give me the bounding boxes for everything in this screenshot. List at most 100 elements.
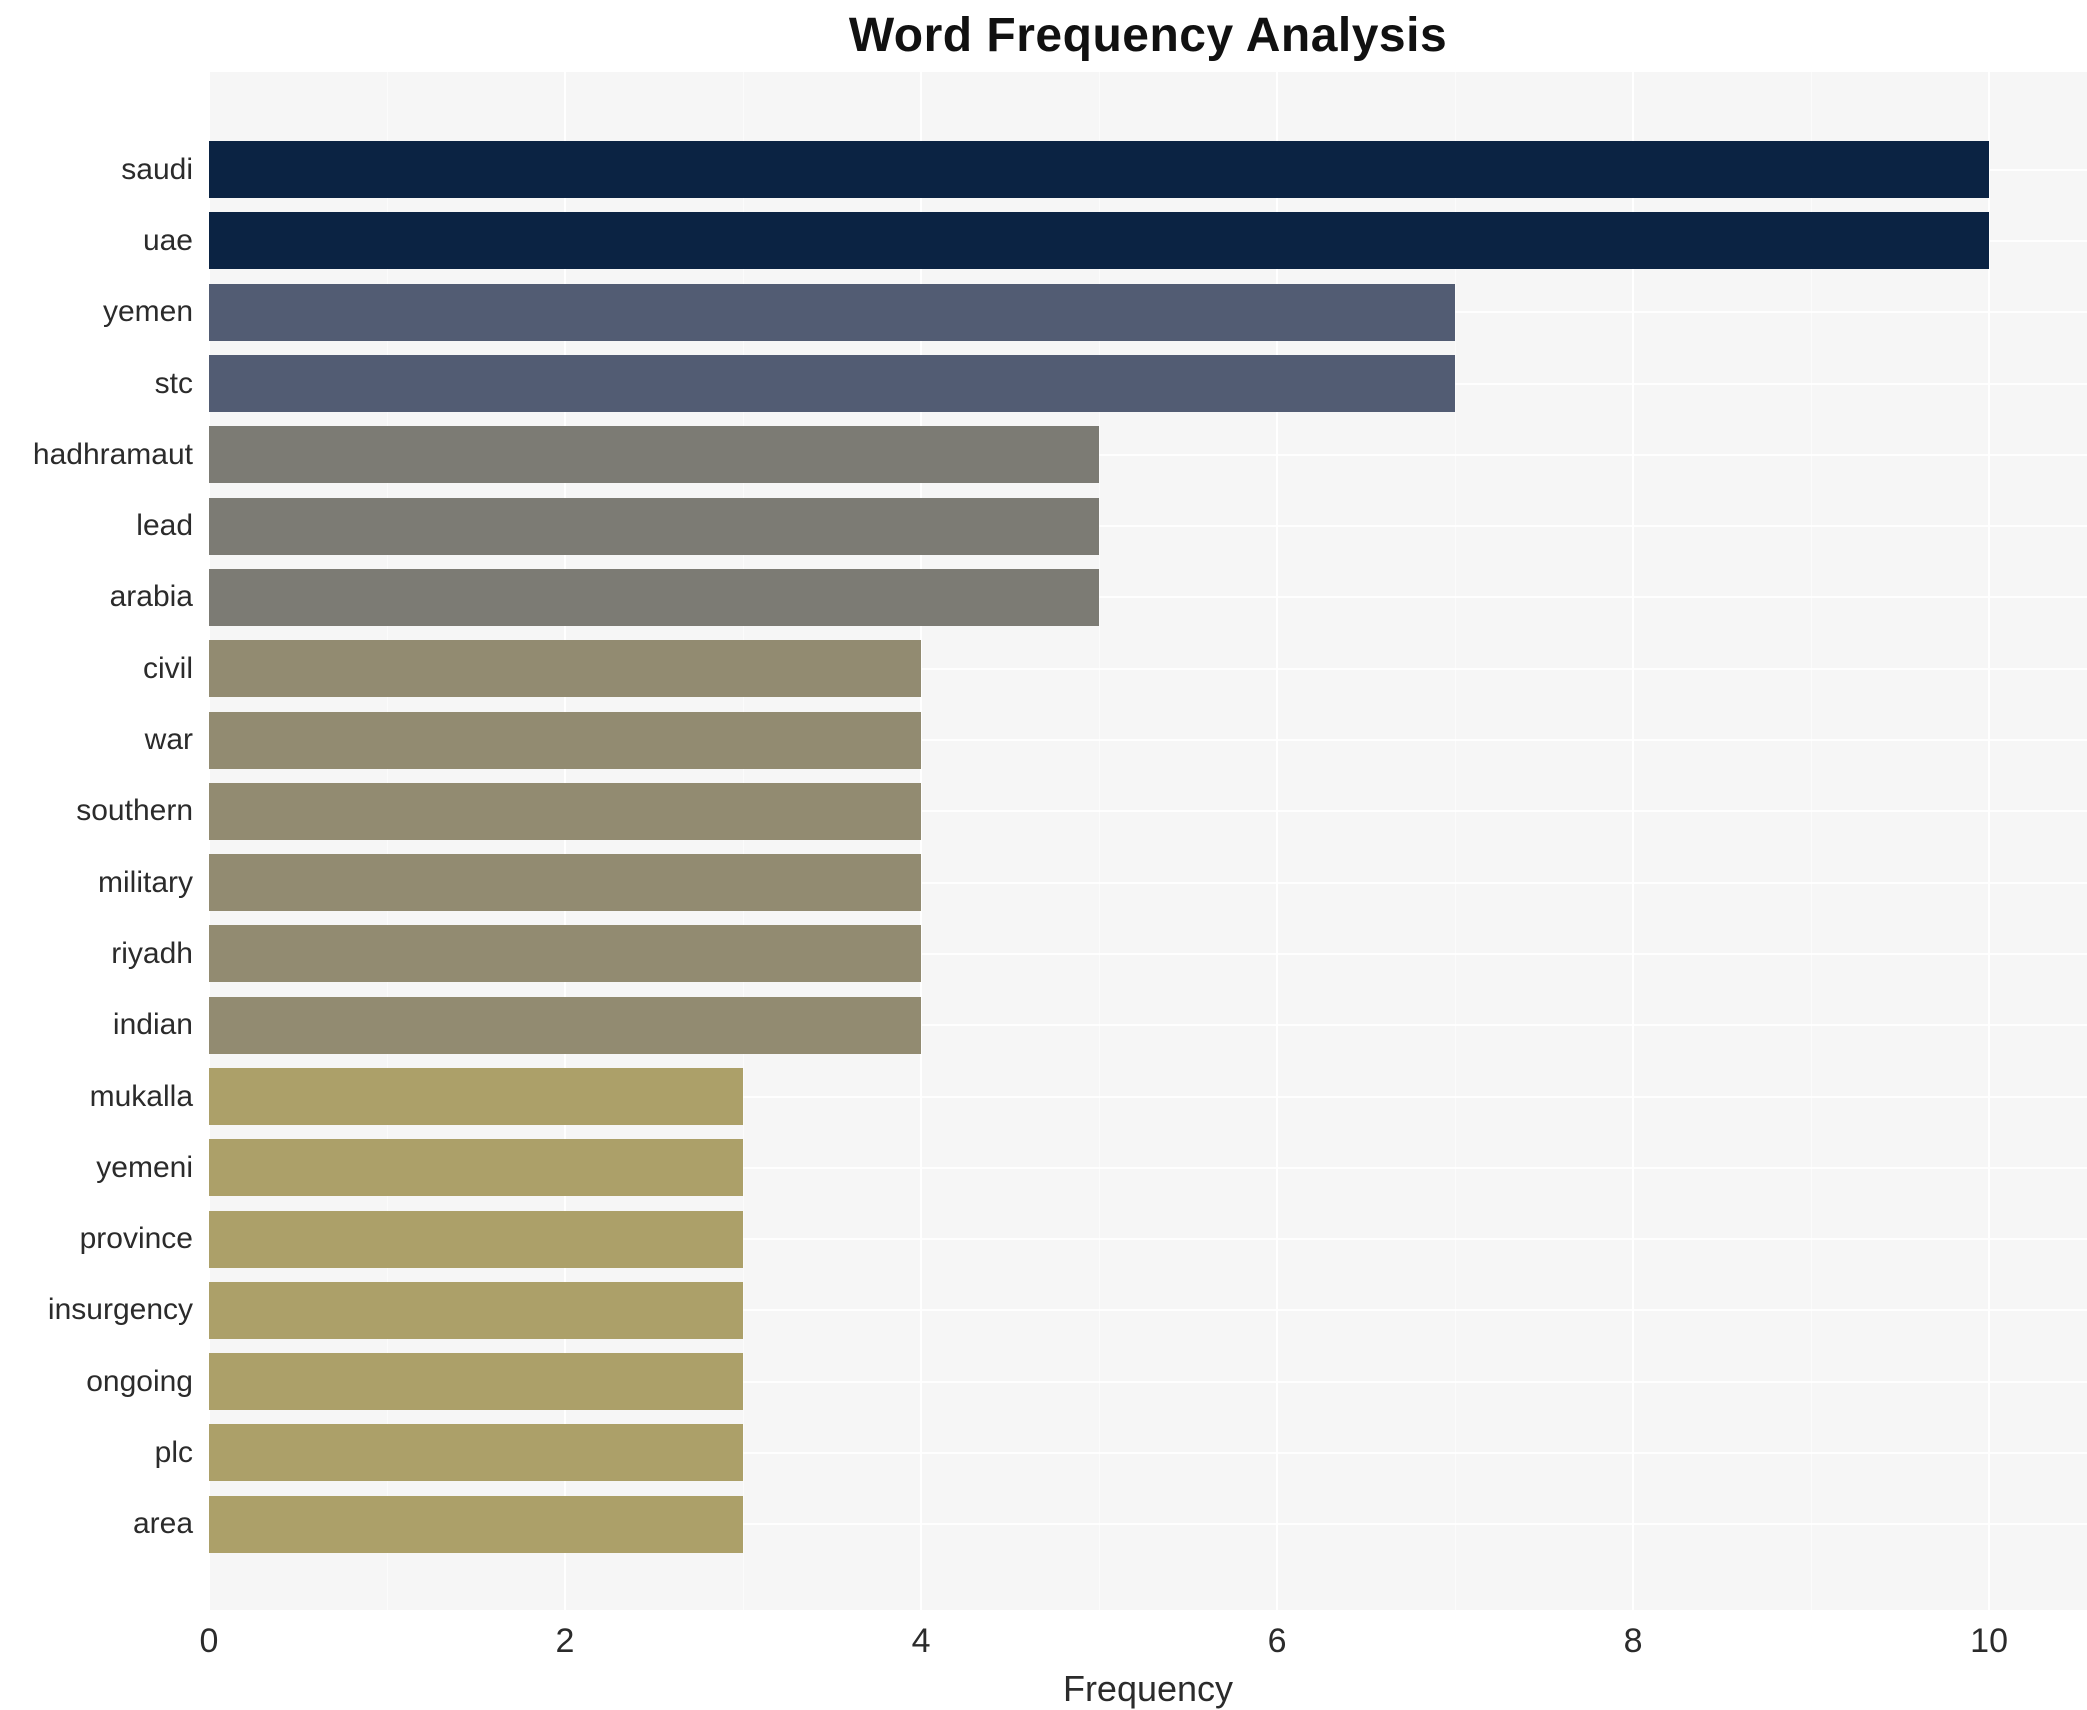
category-label-lead: lead — [136, 509, 193, 543]
bar-track — [209, 990, 2087, 1061]
bar-war — [209, 711, 922, 769]
category-label-ongoing: ongoing — [86, 1364, 193, 1398]
bar-province — [209, 1210, 744, 1268]
bar-row: lead — [0, 490, 2087, 561]
bar-riyadh — [209, 925, 922, 983]
minor-gridline-x-3 — [743, 72, 745, 1610]
bar-track — [209, 1489, 2087, 1560]
x-tick-label-8: 8 — [1623, 1622, 1643, 1660]
bar-civil — [209, 640, 922, 698]
category-gridline — [209, 952, 2087, 955]
bar-yemen — [209, 283, 1456, 341]
bar-mukalla — [209, 1068, 744, 1125]
bar-row: civil — [0, 633, 2087, 704]
bar-row: saudi — [0, 134, 2087, 205]
major-gridline-x-8 — [1632, 72, 1635, 1610]
bar-track — [209, 633, 2087, 704]
minor-gridline-x-5 — [1099, 72, 1101, 1610]
bar-saudi — [209, 141, 1990, 199]
major-gridline-x-6 — [1276, 72, 1279, 1610]
bar-row: plc — [0, 1417, 2087, 1488]
minor-gridline-x-9 — [1811, 72, 1813, 1610]
bar-row: insurgency — [0, 1275, 2087, 1346]
major-gridline-x-4 — [920, 72, 923, 1610]
category-label-indian: indian — [112, 1008, 193, 1042]
bar-military — [209, 854, 922, 912]
bar-row: arabia — [0, 562, 2087, 633]
bar-track — [209, 1275, 2087, 1346]
major-gridline-x-2 — [564, 72, 567, 1610]
major-gridline-x-0 — [208, 72, 210, 1610]
plot-panel: saudi uae yemen stc hadhramaut lead arabia civi… — [33, 72, 2087, 1610]
category-gridline — [209, 1523, 2087, 1526]
bar-track — [209, 1132, 2087, 1203]
bar-row: military — [0, 847, 2087, 918]
category-gridline — [209, 1451, 2087, 1454]
bar-track — [209, 419, 2087, 490]
bar-insurgency — [209, 1281, 744, 1339]
bar-row: province — [0, 1203, 2087, 1274]
category-gridline — [209, 525, 2087, 528]
category-label-plc: plc — [154, 1435, 193, 1469]
x-axis-title: Frequency — [1062, 1668, 1234, 1709]
bar-track — [209, 348, 2087, 419]
minor-gridline-x-7 — [1455, 72, 1457, 1610]
x-tick-label-4: 4 — [911, 1622, 931, 1660]
major-gridline-x-10 — [1988, 72, 1991, 1610]
bar-track — [209, 205, 2087, 276]
bar-track — [209, 277, 2087, 348]
bar-rows-container: saudi uae yemen stc hadhramaut lead arabia civi… — [0, 134, 2087, 1560]
bar-hadhramaut — [209, 426, 1100, 484]
bar-southern — [209, 782, 922, 840]
category-gridline — [209, 1024, 2087, 1027]
bar-area — [209, 1495, 744, 1553]
category-gridline — [209, 1309, 2087, 1312]
category-label-southern: southern — [76, 794, 193, 828]
category-gridline — [209, 1380, 2087, 1383]
category-gridline — [209, 1166, 2087, 1169]
category-label-war: war — [144, 723, 193, 757]
bar-track — [209, 490, 2087, 561]
bar-arabia — [209, 568, 1100, 626]
bar-track — [209, 776, 2087, 847]
category-label-insurgency: insurgency — [47, 1293, 193, 1327]
category-gridline — [209, 1095, 2087, 1098]
x-tick-label-6: 6 — [1267, 1622, 1287, 1660]
category-gridline — [209, 453, 2087, 456]
category-label-area: area — [132, 1507, 193, 1541]
category-label-province: province — [79, 1222, 193, 1256]
category-label-stc: stc — [154, 366, 193, 400]
bar-ongoing — [209, 1353, 744, 1411]
bar-track — [209, 1346, 2087, 1417]
category-gridline — [209, 667, 2087, 670]
category-gridline — [209, 810, 2087, 813]
bar-track — [209, 918, 2087, 989]
category-label-civil: civil — [143, 651, 193, 685]
bar-yemeni — [209, 1139, 744, 1197]
bar-row: stc — [0, 348, 2087, 419]
category-label-mukalla: mukalla — [89, 1079, 193, 1113]
bar-row: southern — [0, 776, 2087, 847]
category-gridline — [209, 1238, 2087, 1241]
category-gridline — [209, 596, 2087, 599]
category-gridline — [209, 739, 2087, 742]
bar-row: ongoing — [0, 1346, 2087, 1417]
bar-track — [209, 704, 2087, 775]
x-tick-label-0: 0 — [199, 1622, 219, 1660]
bar-plc — [209, 1424, 744, 1482]
bar-row: area — [0, 1489, 2087, 1560]
x-tick-label-10: 10 — [1970, 1622, 2009, 1660]
bar-row: hadhramaut — [0, 419, 2087, 490]
category-label-saudi: saudi — [121, 152, 193, 186]
category-label-arabia: arabia — [109, 580, 193, 614]
bar-row: yemen — [0, 277, 2087, 348]
category-label-hadhramaut: hadhramaut — [32, 437, 193, 471]
bar-row: yemeni — [0, 1132, 2087, 1203]
bar-track — [209, 847, 2087, 918]
bar-row: indian — [0, 990, 2087, 1061]
chart-title: Word Frequency Analysis — [848, 9, 1448, 62]
bar-row: mukalla — [0, 1061, 2087, 1132]
bar-uae — [209, 212, 1990, 270]
category-label-yemeni: yemeni — [96, 1150, 193, 1184]
